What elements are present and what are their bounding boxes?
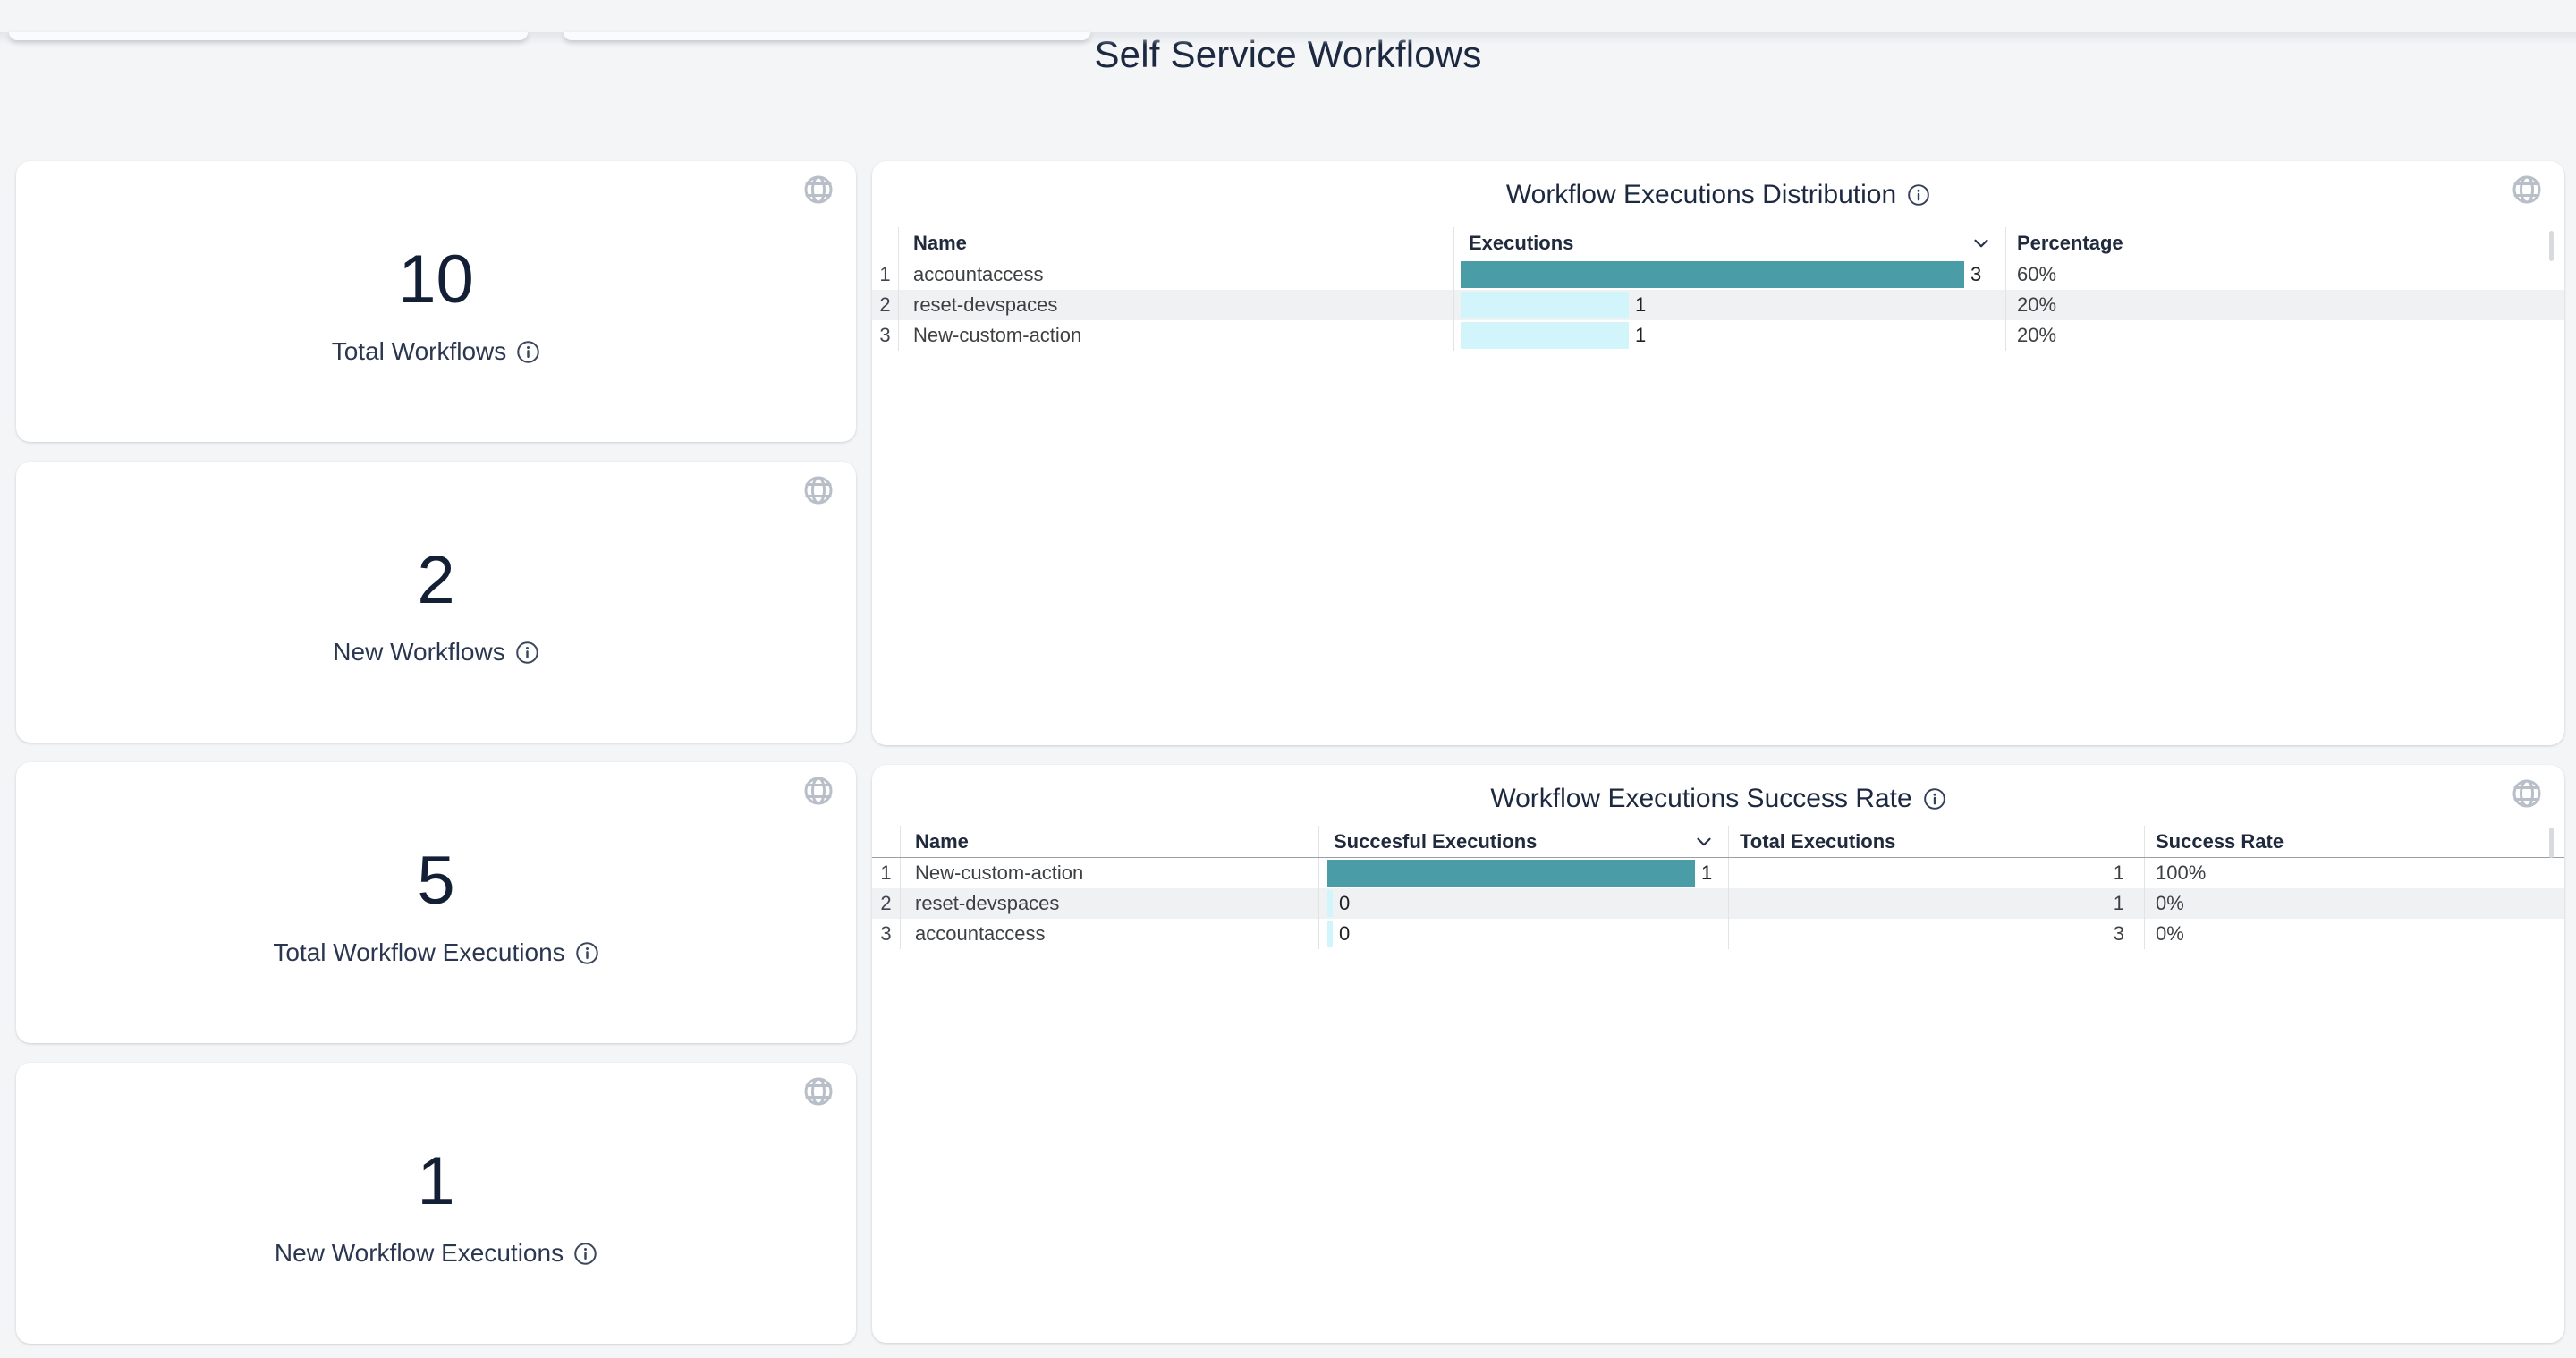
executions-bar	[1461, 261, 1964, 288]
percentage-value: 60%	[2005, 259, 2564, 290]
percentage-value: 20%	[2005, 290, 2564, 320]
stat-value: 5	[417, 847, 454, 915]
workflow-name: New-custom-action	[898, 320, 1453, 351]
column-header-successful-executions[interactable]: Succesful Executions	[1318, 826, 1728, 857]
info-icon[interactable]	[575, 941, 599, 965]
executions-value: 1	[1635, 324, 1646, 347]
successful-bar-cell: 1	[1318, 858, 1728, 888]
workflow-name: reset-devspaces	[898, 290, 1453, 320]
success-rate-table: Name Succesful Executions Total Executio…	[872, 826, 2564, 949]
column-header-name[interactable]: Name	[900, 826, 1318, 857]
success-rate-value: 0%	[2144, 888, 2564, 919]
success-rate-value: 100%	[2144, 858, 2564, 888]
workflow-name: accountaccess	[898, 259, 1453, 290]
globe-icon[interactable]	[2509, 172, 2545, 208]
stat-card-new-workflow-executions: 1 New Workflow Executions	[16, 1063, 856, 1344]
chevron-down-icon	[1970, 232, 1993, 255]
card-workflow-executions-success-rate: Workflow Executions Success Rate Name Su…	[872, 765, 2564, 1343]
successful-executions-bar	[1327, 921, 1333, 947]
workflow-name: New-custom-action	[900, 858, 1318, 888]
globe-icon[interactable]	[801, 172, 836, 208]
distribution-table: Name Executions Percentage 1 accountacce…	[872, 227, 2564, 351]
executions-value: 1	[1635, 293, 1646, 317]
column-header-success-rate[interactable]: Success Rate	[2144, 826, 2564, 857]
workflow-name: reset-devspaces	[900, 888, 1318, 919]
stat-label-text: Total Workflow Executions	[273, 938, 564, 967]
successful-executions-value: 0	[1339, 892, 1350, 915]
stat-label: Total Workflow Executions	[273, 938, 598, 967]
stat-card-column: 10 Total Workflows 2 New Workflows 5 Tot…	[16, 161, 856, 1344]
success-rate-value: 0%	[2144, 919, 2564, 949]
stat-value: 2	[417, 547, 454, 615]
executions-bar	[1461, 322, 1629, 349]
total-executions-value: 1	[1728, 858, 2144, 888]
card-workflow-executions-distribution: Workflow Executions Distribution Name Ex…	[872, 161, 2564, 745]
stat-card-new-workflows: 2 New Workflows	[16, 462, 856, 743]
index-column-header	[872, 826, 900, 857]
successful-executions-value: 1	[1701, 861, 1712, 885]
executions-bar-cell: 1	[1453, 290, 2005, 320]
stat-label-text: New Workflows	[333, 638, 504, 666]
table-row[interactable]: 3 accountaccess 0 3 0%	[872, 919, 2564, 949]
globe-icon[interactable]	[801, 1074, 836, 1109]
stat-label: New Workflow Executions	[275, 1239, 597, 1268]
column-header-executions[interactable]: Executions	[1453, 227, 2005, 259]
stat-label-text: New Workflow Executions	[275, 1239, 564, 1268]
table-row[interactable]: 1 accountaccess 3 60%	[872, 259, 2564, 290]
column-header-total-executions[interactable]: Total Executions	[1728, 826, 2144, 857]
stat-card-total-workflows: 10 Total Workflows	[16, 161, 856, 442]
percentage-value: 20%	[2005, 320, 2564, 351]
column-header-name[interactable]: Name	[898, 227, 1453, 259]
stat-label: Total Workflows	[332, 337, 541, 366]
info-icon[interactable]	[573, 1242, 597, 1266]
card-title-text: Workflow Executions Distribution	[1506, 180, 1896, 210]
total-executions-value: 3	[1728, 919, 2144, 949]
table-row[interactable]: 1 New-custom-action 1 1 100%	[872, 858, 2564, 888]
successful-executions-value: 0	[1339, 922, 1350, 946]
stat-value: 1	[417, 1148, 454, 1216]
total-executions-value: 1	[1728, 888, 2144, 919]
successful-bar-cell: 0	[1318, 888, 1728, 919]
executions-bar-cell: 3	[1453, 259, 2005, 290]
executions-value: 3	[1970, 263, 1981, 286]
card-title: Workflow Executions Success Rate	[872, 765, 2564, 815]
executions-bar-cell: 1	[1453, 320, 2005, 351]
scrollbar-thumb[interactable]	[2549, 231, 2554, 261]
card-title-text: Workflow Executions Success Rate	[1490, 784, 1911, 814]
successful-bar-cell: 0	[1318, 919, 1728, 949]
stat-label: New Workflows	[333, 638, 538, 666]
dashboard-body: 10 Total Workflows 2 New Workflows 5 Tot…	[0, 161, 2576, 1344]
table-header-row: Name Succesful Executions Total Executio…	[872, 826, 2564, 858]
stat-card-total-workflow-executions: 5 Total Workflow Executions	[16, 762, 856, 1043]
table-row[interactable]: 3 New-custom-action 1 20%	[872, 320, 2564, 351]
globe-icon[interactable]	[801, 773, 836, 809]
successful-executions-bar	[1327, 860, 1695, 887]
info-icon[interactable]	[1907, 183, 1930, 207]
table-row[interactable]: 2 reset-devspaces 1 20%	[872, 290, 2564, 320]
scrolled-card-remnant	[9, 32, 528, 40]
globe-icon[interactable]	[801, 472, 836, 508]
stat-value: 10	[398, 246, 474, 314]
info-icon[interactable]	[1923, 787, 1946, 811]
scrolled-card-remnant	[564, 32, 1090, 40]
globe-icon[interactable]	[2509, 776, 2545, 811]
index-column-header	[872, 227, 898, 259]
table-header-row: Name Executions Percentage	[872, 227, 2564, 259]
table-row[interactable]: 2 reset-devspaces 0 1 0%	[872, 888, 2564, 919]
workflow-name: accountaccess	[900, 919, 1318, 949]
successful-executions-bar	[1327, 890, 1333, 917]
chevron-down-icon	[1692, 830, 1716, 853]
table-body: 1 New-custom-action 1 1 100% 2 reset-dev…	[872, 858, 2564, 949]
table-body: 1 accountaccess 3 60% 2 reset-devspaces	[872, 259, 2564, 351]
executions-bar	[1461, 292, 1629, 318]
stat-label-text: Total Workflows	[332, 337, 507, 366]
card-title: Workflow Executions Distribution	[872, 161, 2564, 211]
info-icon[interactable]	[516, 340, 540, 364]
column-header-percentage[interactable]: Percentage	[2005, 227, 2564, 259]
info-icon[interactable]	[515, 641, 539, 665]
scrollbar-thumb[interactable]	[2549, 828, 2554, 858]
table-card-column: Workflow Executions Distribution Name Ex…	[872, 161, 2564, 1344]
